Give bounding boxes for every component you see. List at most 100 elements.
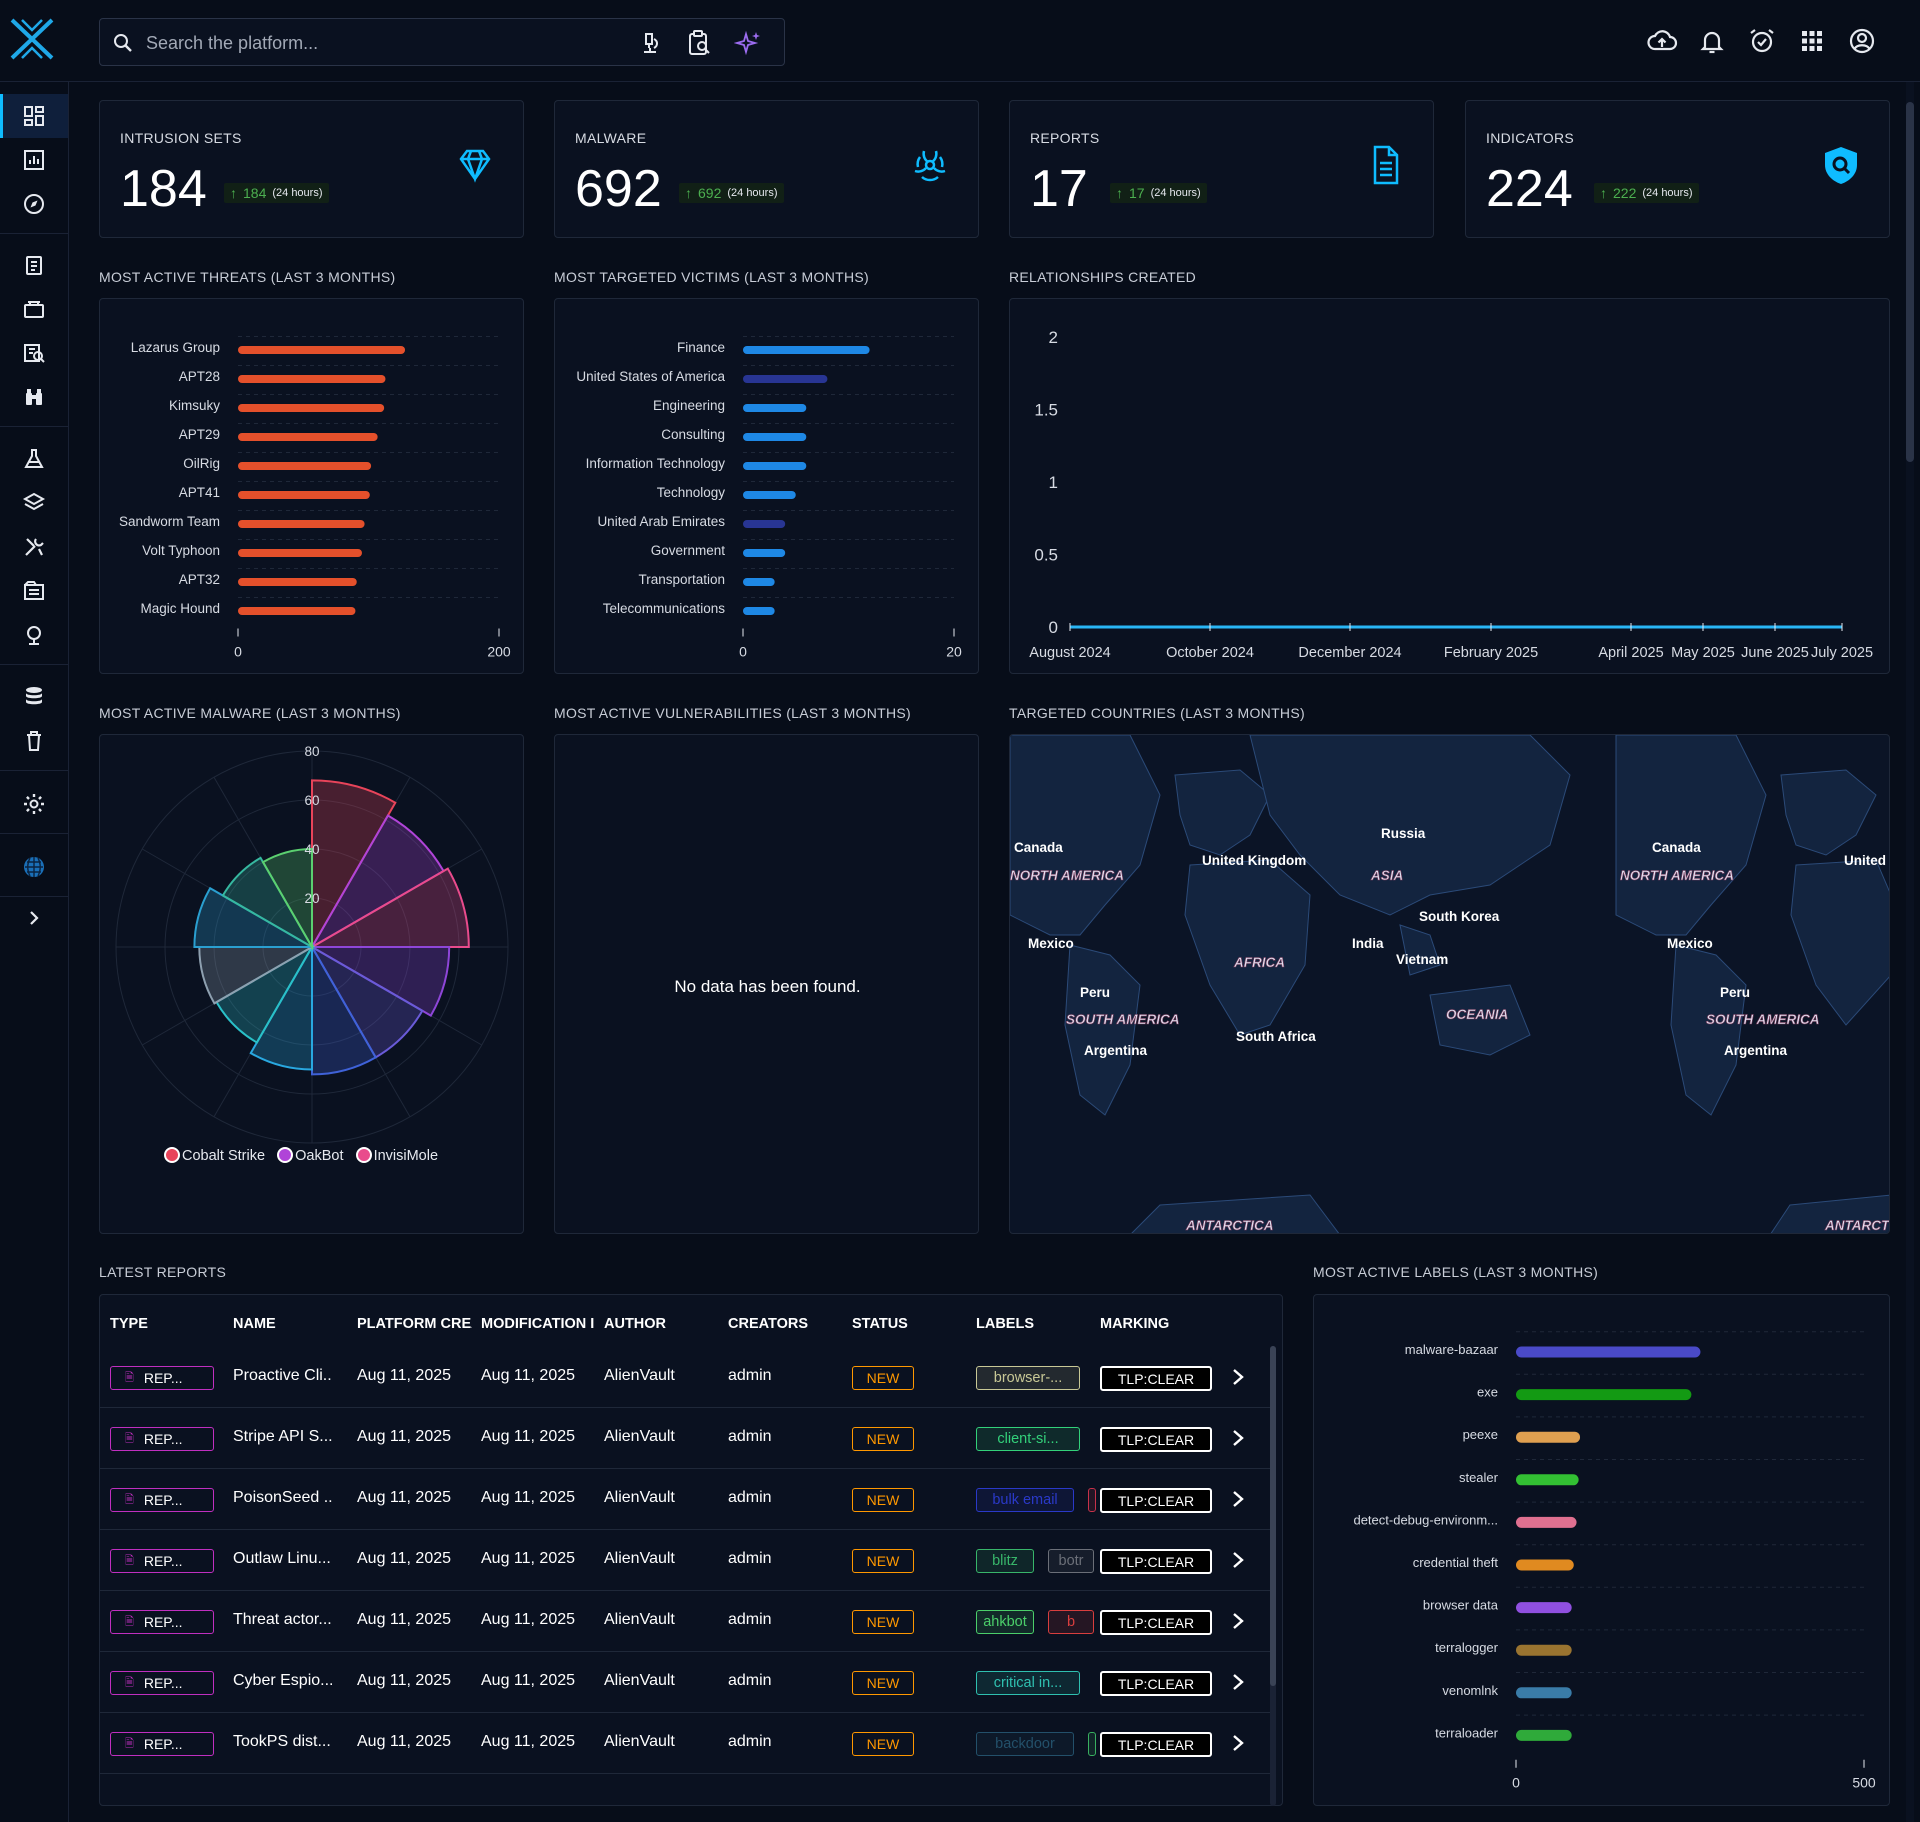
label-chip[interactable]: client-si... <box>976 1427 1080 1451</box>
table-row[interactable]: 🗎 REP... Cyber Espio... Aug 11, 2025 Aug 11,… <box>100 1652 1270 1713</box>
chevron-right-icon[interactable] <box>1228 1426 1248 1450</box>
nav-trash-icon[interactable] <box>0 719 68 763</box>
label-chip[interactable]: blitz <box>976 1549 1034 1573</box>
x-tick-label: December 2024 <box>1298 645 1401 661</box>
clipboard-search-icon[interactable] <box>684 28 714 58</box>
microscope-icon[interactable] <box>634 28 664 58</box>
document-icon <box>1373 145 1399 185</box>
nav-entities-icon[interactable] <box>0 569 68 613</box>
nav-dashboard-icon[interactable] <box>0 94 68 138</box>
victims-chart-panel: Finance United States of America Engineeri… <box>554 298 979 674</box>
chevron-right-icon[interactable] <box>1228 1609 1248 1633</box>
user-account-icon[interactable] <box>1846 25 1878 57</box>
column-header-author[interactable]: AUTHOR <box>604 1316 667 1332</box>
nav-events-icon[interactable] <box>0 287 68 331</box>
label-chip[interactable]: backdoor <box>976 1732 1074 1756</box>
vulnerabilities-panel: No data has been found. <box>554 734 979 1234</box>
nav-observations-icon[interactable] <box>0 331 68 375</box>
table-row[interactable]: 🗎 REP... TookPS dist... Aug 11, 2025 Aug 11,… <box>100 1713 1270 1774</box>
world-map[interactable]: Canada United Kingdom Russia Canada Unit… <box>1010 735 1890 1234</box>
chevron-right-icon[interactable] <box>1228 1365 1248 1389</box>
bar <box>743 578 775 586</box>
table-scrollbar-thumb[interactable] <box>1270 1346 1276 1686</box>
polar-segment <box>221 856 315 950</box>
label-chip[interactable]: botr <box>1048 1549 1094 1573</box>
nav-expand-chevron-icon[interactable] <box>0 896 68 940</box>
chevron-right-icon[interactable] <box>1228 1670 1248 1694</box>
nav-cases-icon[interactable] <box>0 243 68 287</box>
table-row[interactable]: 🗎 REP... PoisonSeed ... Aug 11, 2025 Aug 11,… <box>100 1469 1270 1530</box>
nav-threats-binoculars-icon[interactable] <box>0 375 68 419</box>
stat-value: 692 <box>575 160 662 218</box>
search-bar[interactable]: Search the platform... <box>99 18 785 66</box>
nav-tools-icon[interactable] <box>0 525 68 569</box>
table-row[interactable]: 🗎 REP... Proactive Cli... Aug 11, 2025 Aug 1… <box>100 1347 1270 1408</box>
table-row[interactable]: 🗎 REP... Stripe API S... Aug 11, 2025 Aug 11… <box>100 1408 1270 1469</box>
column-header-modification[interactable]: MODIFICATION I <box>481 1316 595 1332</box>
legend-label: OakBot <box>295 1148 344 1164</box>
nav-settings-gear-icon[interactable] <box>0 782 68 826</box>
category-label: Consulting <box>661 427 725 442</box>
label-chip[interactable]: critical in... <box>976 1671 1080 1695</box>
nav-techniques-layers-icon[interactable] <box>0 481 68 525</box>
column-header-platform-created[interactable]: PLATFORM CREA <box>357 1316 472 1332</box>
nav-locations-globe-icon[interactable] <box>0 613 68 657</box>
cell-creator: admin <box>728 1367 772 1384</box>
category-label: Engineering <box>653 398 725 413</box>
polar-segment <box>261 847 313 951</box>
nav-explore-compass-icon[interactable] <box>0 182 68 226</box>
page-scrollbar-thumb[interactable] <box>1906 102 1914 462</box>
chevron-right-icon[interactable] <box>1228 1548 1248 1572</box>
table-row[interactable]: 🗎 REP... Threat actor... Aug 11, 2025 Aug 11… <box>100 1591 1270 1652</box>
column-header-labels[interactable]: LABELS <box>976 1316 1034 1332</box>
label-chip[interactable]: bulk email <box>976 1488 1074 1512</box>
radial-tick-label: 80 <box>304 744 319 759</box>
bar <box>743 433 807 441</box>
search-input[interactable]: Search the platform... <box>146 33 319 53</box>
bar <box>1516 1559 1574 1571</box>
table-row[interactable]: 🗎 REP... Outlaw Linu... Aug 11, 2025 Aug 11,… <box>100 1530 1270 1591</box>
nav-arsenal-flask-icon[interactable] <box>0 437 68 481</box>
stat-title: INTRUSION SETS <box>120 130 242 146</box>
cloud-upload-icon[interactable] <box>1646 25 1678 57</box>
chevron-right-icon[interactable] <box>1228 1487 1248 1511</box>
type-label: REP... <box>143 1553 183 1569</box>
nav-filigran-globe-icon[interactable] <box>0 845 68 889</box>
label-chip[interactable]: browser-... <box>976 1366 1080 1390</box>
arrow-up-icon: ↑ <box>1116 185 1123 201</box>
labels-widget-title: MOST ACTIVE LABELS (LAST 3 MONTHS) <box>1313 1264 1599 1280</box>
stat-card-intrusion-sets[interactable]: INTRUSION SETS 184 ↑ 184 (24 hours) <box>99 100 524 238</box>
ai-sparkle-icon[interactable] <box>734 28 764 58</box>
stat-card-indicators[interactable]: INDICATORS 224 ↑ 222 (24 hours) <box>1465 100 1890 238</box>
column-header-name[interactable]: NAME <box>233 1316 276 1332</box>
threats-bar-chart: Lazarus Group APT28 Kimsuky APT29 OilRig APT4… <box>119 336 511 660</box>
column-header-creators[interactable]: CREATORS <box>728 1316 809 1332</box>
alarm-check-icon[interactable] <box>1746 25 1778 57</box>
map-continent-label: SOUTH AMERICA <box>1706 1012 1820 1027</box>
top-bar: Search the platform... <box>0 0 1920 82</box>
radial-tick-label: 60 <box>304 793 319 808</box>
column-header-status[interactable]: STATUS <box>852 1316 908 1332</box>
label-chip[interactable]: b <box>1048 1610 1094 1634</box>
apps-grid-icon[interactable] <box>1796 25 1828 57</box>
column-header-type[interactable]: TYPE <box>110 1316 148 1332</box>
y-tick-label: 0 <box>1049 618 1058 637</box>
table-scrollbar[interactable] <box>1270 1346 1276 1806</box>
column-header-marking[interactable]: MARKING <box>1100 1316 1170 1332</box>
app-logo-icon[interactable] <box>8 16 56 62</box>
nav-analyses-icon[interactable] <box>0 138 68 182</box>
chevron-right-icon[interactable] <box>1228 1731 1248 1755</box>
label-chip[interactable] <box>1088 1732 1096 1756</box>
label-chip[interactable]: ahkbot <box>976 1610 1034 1634</box>
cell-creator: admin <box>728 1428 772 1445</box>
stat-card-reports[interactable]: REPORTS 17 ↑ 17 (24 hours) <box>1009 100 1434 238</box>
page-scrollbar[interactable] <box>1906 82 1914 1822</box>
legend-swatch <box>355 1147 372 1163</box>
nav-data-database-icon[interactable] <box>0 675 68 719</box>
stat-card-malware[interactable]: MALWARE 692 ↑ 692 (24 hours) <box>554 100 979 238</box>
stat-delta-badge: ↑ 692 (24 hours) <box>679 183 784 203</box>
notifications-bell-icon[interactable] <box>1696 25 1728 57</box>
stat-delta-badge: ↑ 184 (24 hours) <box>224 183 329 203</box>
label-chip[interactable] <box>1088 1488 1096 1512</box>
countries-map-panel[interactable]: Canada United Kingdom Russia Canada Unit… <box>1009 734 1890 1234</box>
